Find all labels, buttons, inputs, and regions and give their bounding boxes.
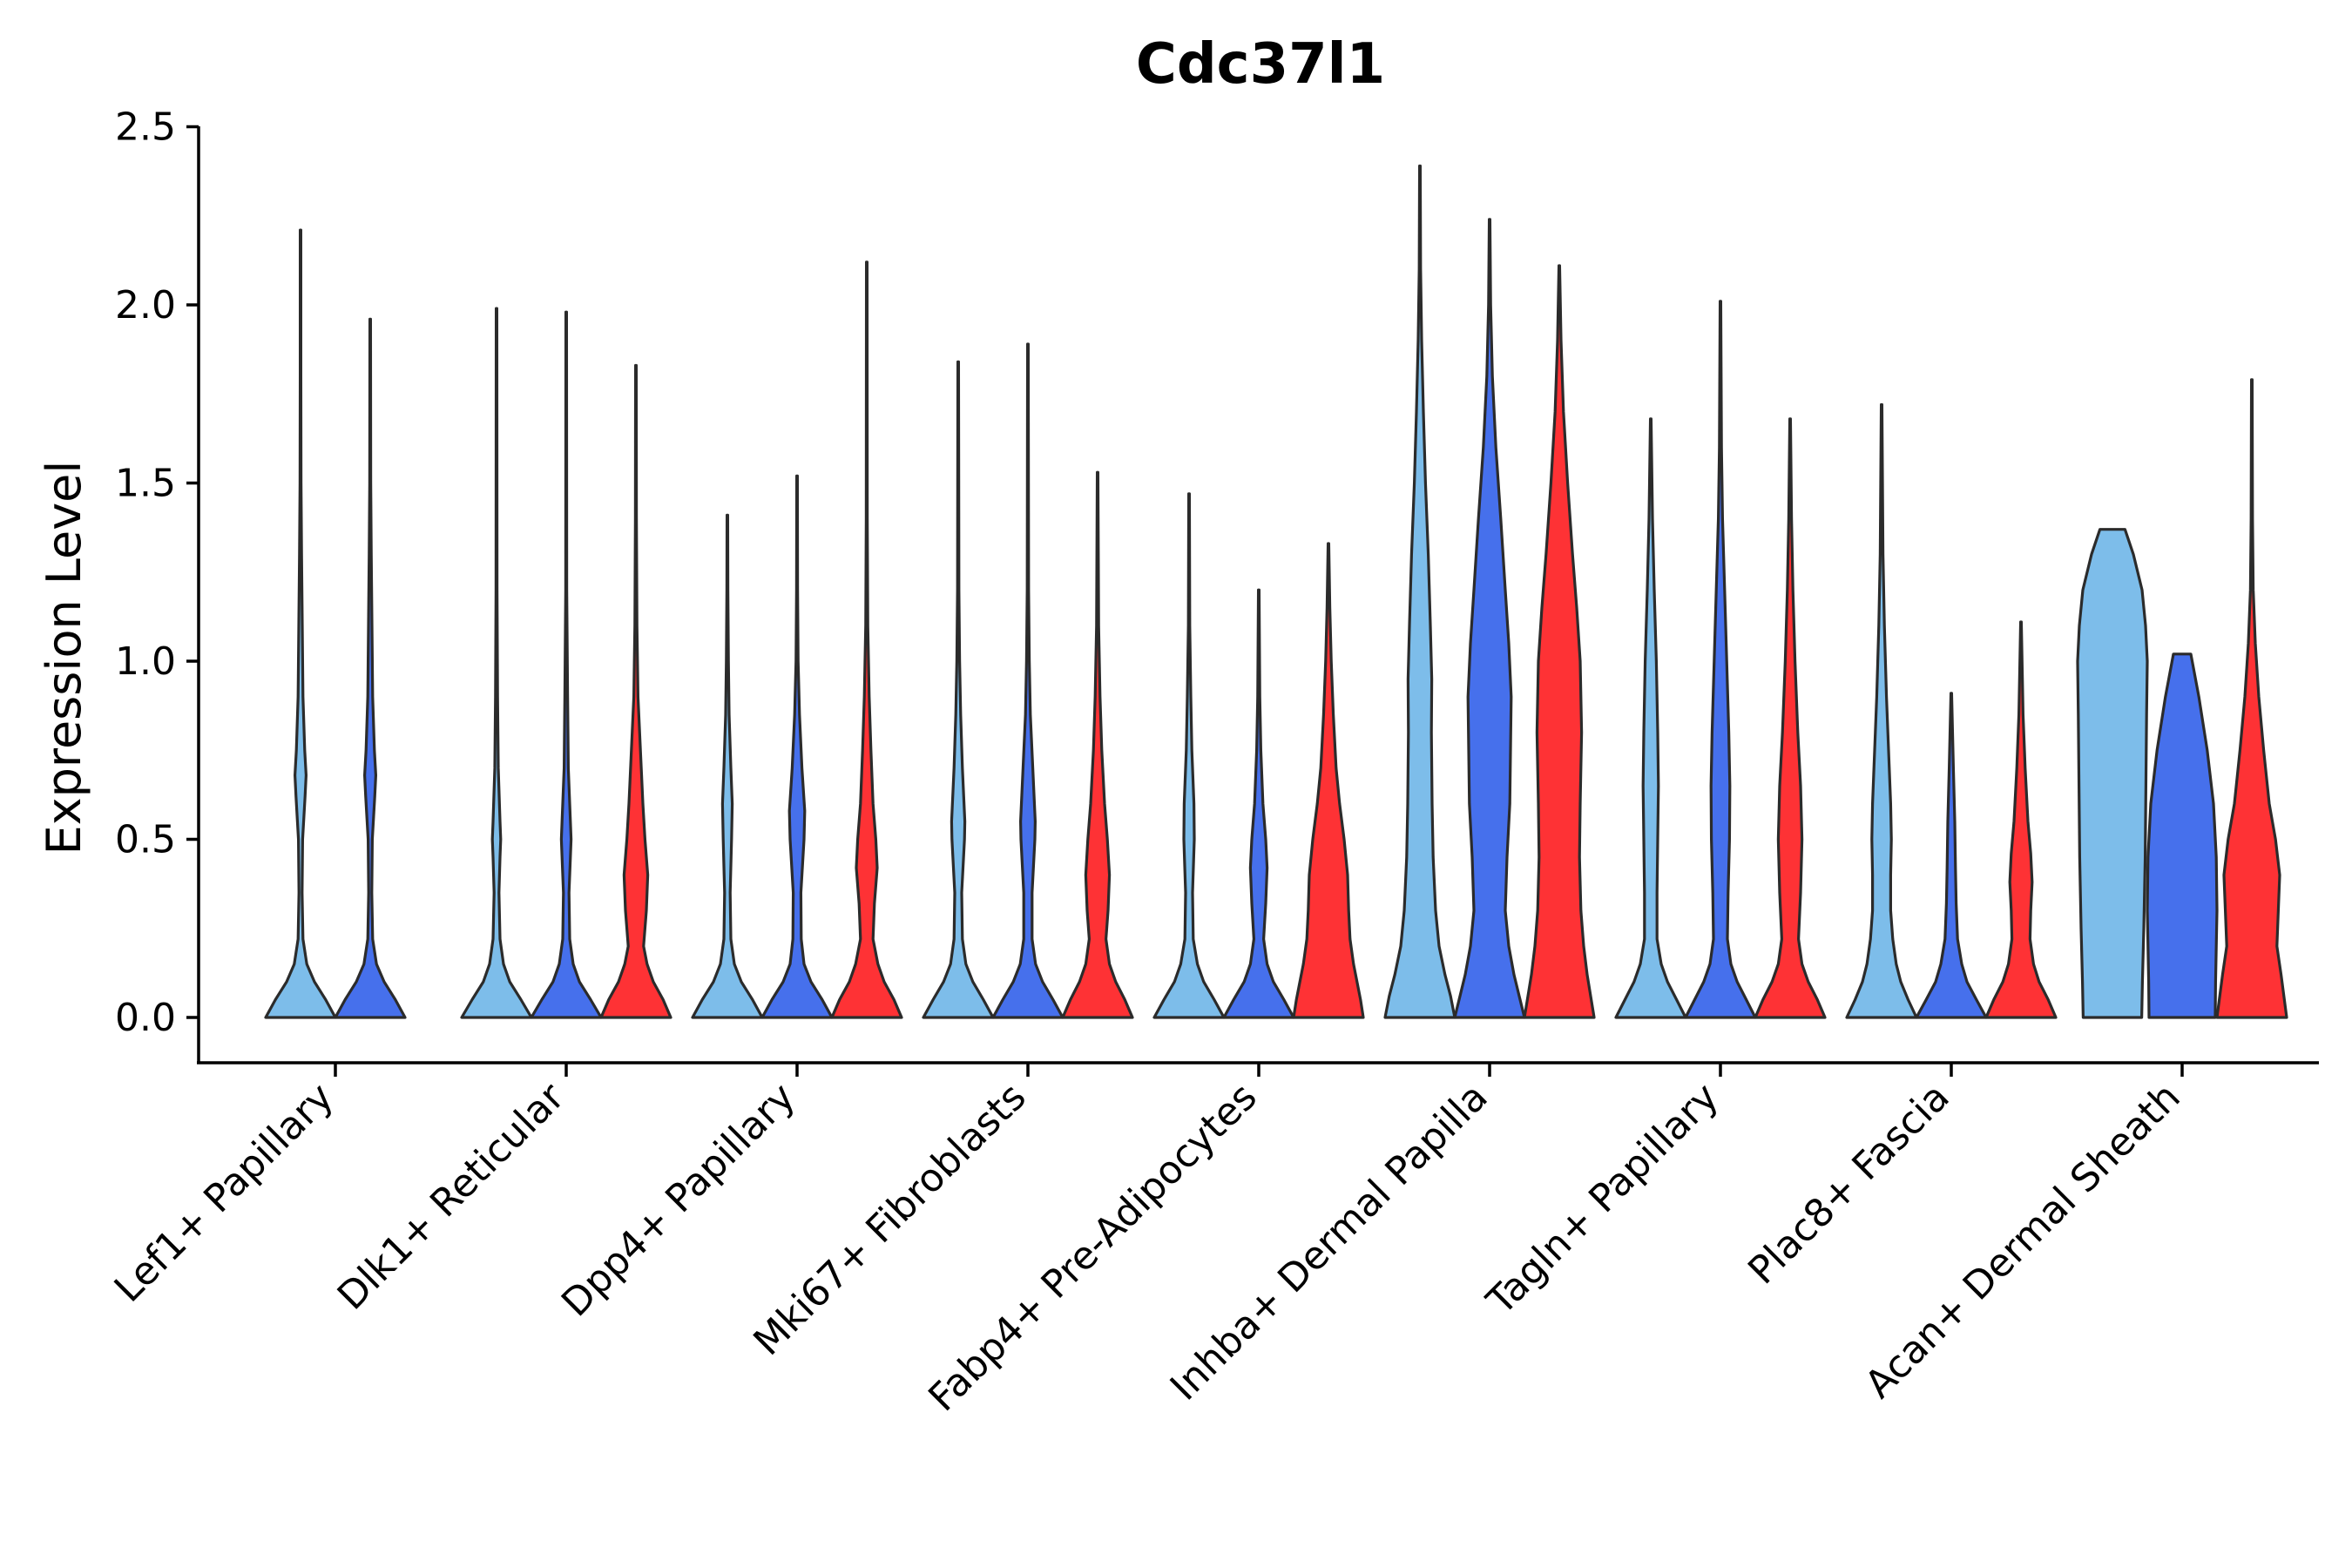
x-tick-label: Dlk1+ Reticular bbox=[329, 1074, 574, 1319]
y-tick-label: 0.0 bbox=[115, 996, 176, 1040]
x-tick-label: Plac8+ Fascia bbox=[1740, 1075, 1958, 1294]
y-tick-label: 2.5 bbox=[115, 105, 176, 150]
violin-7-1 bbox=[1915, 692, 1988, 1019]
x-tick-label: Tagln+ Papillary bbox=[1478, 1075, 1727, 1324]
violin-6-2 bbox=[1754, 417, 1827, 1019]
violin-6-1 bbox=[1684, 300, 1757, 1019]
x-tick-label: Dpp4+ Papillary bbox=[553, 1075, 804, 1326]
violin-4-0 bbox=[1152, 492, 1226, 1019]
violin-2-0 bbox=[691, 513, 764, 1019]
y-tick-label: 2.0 bbox=[115, 283, 176, 328]
violin-5-1 bbox=[1453, 218, 1526, 1019]
violin-2-1 bbox=[760, 474, 834, 1019]
y-tick-label: 0.5 bbox=[115, 818, 176, 862]
violin-1-0 bbox=[460, 307, 533, 1019]
y-tick-label: 1.5 bbox=[115, 462, 176, 506]
violin-3-0 bbox=[922, 360, 995, 1019]
y-axis-label: Expression Level bbox=[37, 461, 91, 855]
violin-8-1 bbox=[2146, 652, 2219, 1019]
violin-6-0 bbox=[1614, 417, 1687, 1019]
violin-7-0 bbox=[1845, 402, 1918, 1019]
violin-7-2 bbox=[1984, 620, 2058, 1019]
violin-3-2 bbox=[1061, 470, 1134, 1019]
y-ticks: 0.0 0.5 1.0 1.5 2.0 2.5 bbox=[115, 105, 199, 1040]
violin-8-0 bbox=[2076, 528, 2149, 1019]
x-tick-label: Lef1+ Papillary bbox=[106, 1075, 342, 1311]
violin-8-2 bbox=[2215, 378, 2288, 1019]
violin-5-2 bbox=[1523, 264, 1596, 1019]
chart-title: Cdc37l1 bbox=[1136, 32, 1385, 97]
violin-4-1 bbox=[1222, 588, 1295, 1019]
violin-5-0 bbox=[1383, 164, 1456, 1019]
violin-1-2 bbox=[599, 363, 672, 1019]
y-tick-label: 1.0 bbox=[115, 639, 176, 684]
violins-layer bbox=[264, 164, 2288, 1019]
violin-4-2 bbox=[1292, 542, 1365, 1019]
violin-2-2 bbox=[830, 260, 903, 1019]
violin-0-0 bbox=[264, 228, 337, 1019]
violin-1-1 bbox=[530, 310, 603, 1019]
violin-3-1 bbox=[991, 342, 1064, 1019]
violin-0-1 bbox=[334, 317, 407, 1019]
